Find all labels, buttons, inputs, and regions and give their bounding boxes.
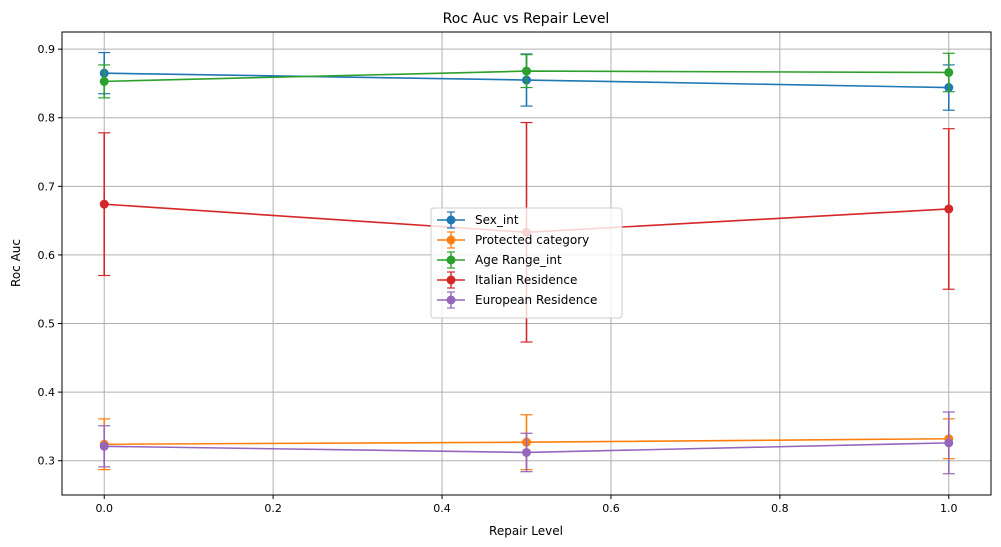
x-tick-label: 0.0 — [95, 502, 113, 515]
series-layer — [98, 51, 955, 475]
legend-entry: Protected category — [437, 231, 589, 249]
x-tick-label: 1.0 — [940, 502, 958, 515]
x-tick-label: 0.6 — [602, 502, 620, 515]
legend-entry: European Residence — [437, 291, 597, 309]
data-point — [522, 66, 531, 76]
y-axis-label: Roc Auc — [9, 239, 23, 287]
legend-label: European Residence — [475, 293, 597, 307]
chart-title: Roc Auc vs Repair Level — [443, 11, 610, 27]
data-point — [944, 204, 954, 214]
legend-label: Sex_int — [475, 213, 519, 227]
legend-marker — [446, 295, 456, 305]
legend-entry: Age Range_int — [437, 251, 562, 269]
y-tick-label: 0.7 — [38, 180, 56, 193]
data-point — [944, 438, 954, 448]
y-tick-label: 0.4 — [38, 386, 56, 399]
y-tick-label: 0.9 — [38, 43, 56, 56]
data-point — [99, 76, 109, 86]
legend-box — [430, 207, 623, 319]
legend: Sex_int Protected category Age Range_int It… — [430, 207, 623, 319]
legend-marker — [446, 275, 456, 285]
axis-ticks: 0.0 0.2 0.4 0.6 0.8 1.0 0.3 0.4 0.5 0.6 0.7 0.8 0.9 — [38, 43, 958, 515]
data-point — [522, 447, 531, 457]
y-tick-label: 0.5 — [38, 318, 56, 331]
plot-frame — [61, 31, 992, 496]
y-tick-label: 0.6 — [38, 249, 56, 262]
x-tick-label: 0.4 — [433, 502, 451, 515]
legend-label: Age Range_int — [475, 253, 562, 267]
y-tick-label: 0.8 — [38, 112, 56, 125]
legend-entry: Sex_int — [437, 211, 519, 229]
legend-label: Italian Residence — [475, 273, 577, 287]
legend-label: Protected category — [475, 233, 589, 247]
legend-marker — [446, 255, 456, 265]
x-axis-label: Repair Level — [489, 524, 563, 538]
legend-marker — [446, 235, 456, 245]
data-point — [99, 441, 109, 451]
data-point — [99, 199, 109, 209]
series-4 — [98, 411, 955, 475]
legend-entry: Italian Residence — [437, 271, 577, 289]
x-tick-label: 0.2 — [264, 502, 282, 515]
legend-marker — [446, 215, 456, 225]
series-2 — [98, 52, 955, 99]
y-tick-label: 0.3 — [38, 455, 56, 468]
x-tick-label: 0.8 — [771, 502, 789, 515]
data-point — [944, 67, 954, 77]
